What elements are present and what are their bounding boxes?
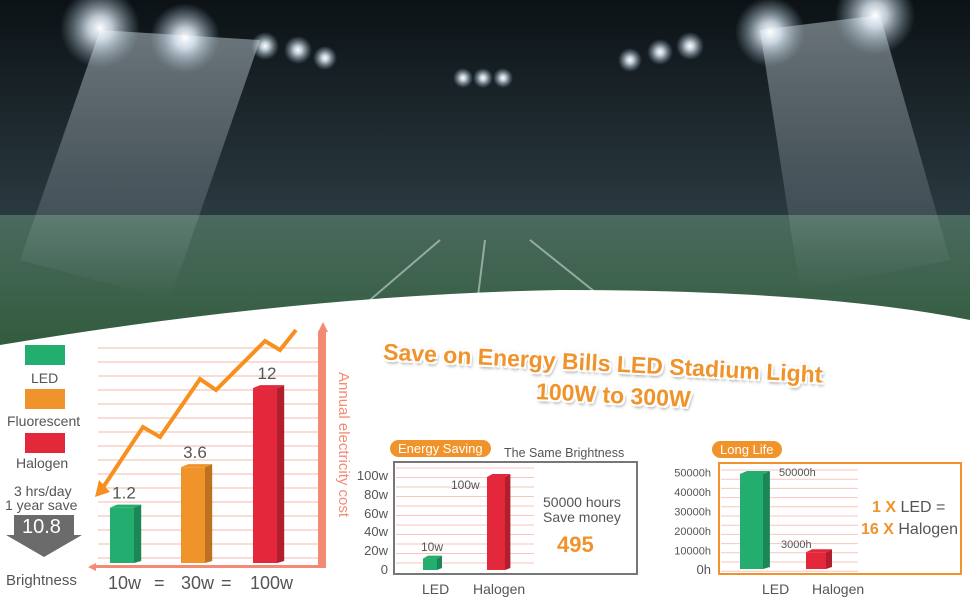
y-tick: 40w [364, 524, 388, 540]
bar-led [110, 507, 134, 563]
legend-swatch-led [25, 345, 65, 365]
legend-label-halogen: Halogen [16, 455, 69, 471]
y-tick: 50000h [674, 468, 711, 480]
x-tick-30w: 30w [181, 573, 215, 593]
value-label-led: 50000h [779, 467, 816, 479]
bar-led-top [423, 555, 442, 559]
save-money-label: Save money [543, 509, 621, 525]
bar-halogen-top [806, 549, 832, 553]
bar-led-side [437, 555, 442, 570]
legend-label-led: LED [31, 370, 59, 386]
x-tick-halogen: Halogen [473, 581, 526, 597]
ratio-line2: 16 X Halogen [861, 521, 958, 539]
data-label: 1.2 [112, 484, 136, 503]
bar-led [740, 474, 763, 569]
y-tick: 0h [697, 562, 711, 577]
bar-led [423, 558, 437, 570]
ratio-line1: 1 X LED = [872, 499, 945, 517]
data-label: 12 [258, 364, 277, 383]
equals-sign: = [154, 573, 165, 593]
chart-frame [393, 461, 638, 575]
x-tick-10w: 10w [108, 573, 142, 593]
save-value: 10.8 [22, 516, 61, 538]
ratio-led-text: LED = [900, 499, 946, 516]
bar-halogen-side [826, 549, 832, 569]
y-tick: 0 [380, 562, 388, 577]
hours-label: 50000 hours [543, 494, 621, 510]
ratio-halogen-text: Halogen [898, 521, 958, 538]
bar-fluorescent [181, 467, 205, 563]
save-arrow-icon [6, 515, 82, 557]
y-tick: 60w [364, 505, 388, 521]
same-brightness-label: The Same Brightness [504, 446, 625, 460]
ratio-halogen-count: 16 X [861, 521, 894, 538]
data-label: 3.6 [183, 443, 207, 462]
x-tick-100w: 100w [250, 573, 294, 593]
x-tick-led: LED [422, 581, 450, 597]
x-axis-label: Brightness [6, 572, 77, 589]
bar-halogen-top [487, 474, 511, 477]
y-tick: 10000h [674, 546, 711, 558]
bar-halogen [253, 388, 277, 563]
value-label-halogen: 100w [451, 478, 480, 492]
bar-halogen-side [505, 474, 511, 570]
equals-sign: = [221, 573, 232, 593]
x-tick-led: LED [762, 581, 790, 597]
energy-saving-badge: Energy Saving [390, 440, 491, 457]
bar-led-side [134, 504, 142, 563]
bar-led-top [110, 504, 142, 508]
save-money-value: 495 [557, 532, 594, 557]
ratio-led-count: 1 X [872, 499, 897, 516]
bar-led-side [763, 471, 770, 569]
legend-label-fluorescent: Fluorescent [7, 413, 81, 429]
y-tick: 30000h [674, 507, 711, 519]
bar-halogen-top [253, 385, 285, 389]
bar-halogen [806, 552, 826, 569]
legend-swatch-fluorescent [25, 389, 65, 409]
value-label-led: 10w [421, 540, 444, 554]
y-tick: 20w [364, 543, 388, 559]
note-line2: 1 year save [5, 497, 78, 513]
y-tick: 100w [356, 468, 388, 483]
chart-frame [718, 462, 962, 575]
y-tick: 80w [364, 486, 388, 502]
long-life-badge: Long Life [712, 441, 782, 458]
y-tick: 40000h [674, 487, 711, 499]
bar-fluorescent-top [181, 464, 213, 468]
bar-halogen-side [277, 385, 285, 563]
bar-fluorescent-side [205, 464, 213, 563]
trend-arrow-head [95, 480, 110, 497]
value-label-halogen: 3000h [781, 539, 812, 551]
bar-halogen [487, 477, 505, 570]
x-tick-halogen: Halogen [812, 581, 865, 597]
note-line1: 3 hrs/day [14, 483, 72, 499]
bar-led-top [740, 471, 770, 474]
stadium-lights [60, 0, 915, 88]
y-tick: 20000h [674, 526, 711, 538]
legend-swatch-halogen [25, 433, 65, 453]
trend-arrow [98, 328, 298, 494]
